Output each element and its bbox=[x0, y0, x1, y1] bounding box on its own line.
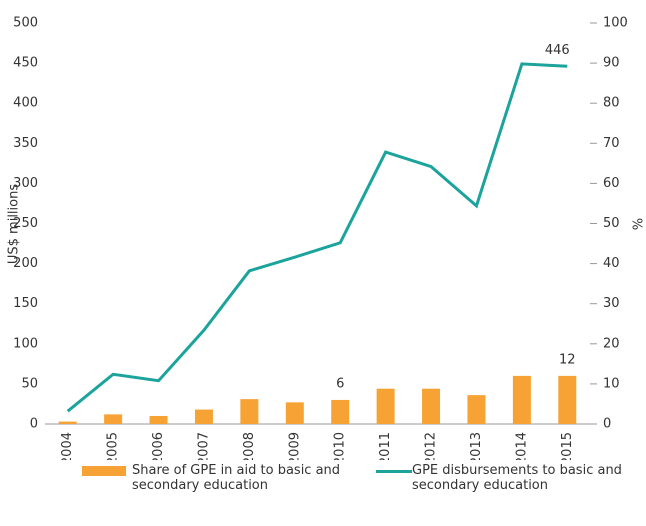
y-tick-label: 150 bbox=[13, 296, 38, 311]
y-tick-label: 100 bbox=[13, 336, 38, 351]
y-tick-label: 400 bbox=[13, 96, 38, 111]
y2-tick-label: 80 bbox=[603, 96, 620, 111]
bar bbox=[240, 399, 259, 424]
bar bbox=[58, 421, 77, 424]
y-tick-label: 0 bbox=[30, 417, 38, 432]
chart: US$ millions % 0501001502002503003504004… bbox=[7, 16, 644, 466]
y-tick-label: 300 bbox=[13, 176, 38, 191]
y-tick-label: 500 bbox=[13, 16, 38, 31]
y-tick-label: 350 bbox=[13, 136, 38, 151]
x-tick-label: 2006 bbox=[151, 432, 166, 460]
x-tick-label: 2012 bbox=[424, 432, 439, 460]
y2-tick-label: 100 bbox=[603, 16, 628, 31]
line-value-label: 446 bbox=[545, 43, 570, 58]
y2-tick-label: 50 bbox=[603, 216, 620, 231]
bar bbox=[149, 415, 168, 424]
legend-swatch bbox=[82, 466, 126, 476]
x-tick-label: 2009 bbox=[287, 432, 302, 460]
bar bbox=[104, 414, 123, 424]
y2-tick-label: 10 bbox=[603, 376, 620, 391]
y2-tick-label: 0 bbox=[603, 417, 611, 432]
bar-value-label: 12 bbox=[559, 352, 576, 367]
legend-swatch bbox=[376, 470, 412, 473]
y2-tick-label: 30 bbox=[603, 296, 620, 311]
bar bbox=[512, 375, 531, 424]
y2-tick-label: 90 bbox=[603, 56, 620, 71]
y-tick-label: 250 bbox=[13, 216, 38, 231]
x-tick-label: 2011 bbox=[378, 432, 393, 460]
bar bbox=[467, 395, 486, 424]
x-tick-label: 2013 bbox=[469, 432, 484, 460]
line bbox=[66, 62, 568, 413]
bar bbox=[331, 399, 350, 424]
bar bbox=[422, 388, 441, 424]
bar bbox=[558, 375, 577, 424]
legend-label: Share of GPE in aid to basic and seconda… bbox=[132, 463, 341, 493]
y-axis-title: US$ millions bbox=[7, 184, 22, 264]
y-tick-label: 450 bbox=[13, 56, 38, 71]
bar bbox=[376, 388, 395, 424]
x-tick-label: 2010 bbox=[333, 432, 348, 460]
bar bbox=[194, 409, 213, 424]
x-tick-label: 2007 bbox=[196, 432, 211, 460]
y-tick-label: 200 bbox=[13, 256, 38, 271]
x-tick-label: 2008 bbox=[242, 432, 257, 460]
x-tick-label: 2004 bbox=[60, 432, 75, 460]
y2-tick-label: 60 bbox=[603, 176, 620, 191]
legend-label: GPE disbursements to basic and secondary… bbox=[412, 463, 622, 493]
y-tick-label: 50 bbox=[21, 376, 38, 391]
y2-axis-title: % bbox=[629, 218, 644, 230]
x-tick-label: 2015 bbox=[560, 432, 575, 460]
y2-tick-label: 20 bbox=[603, 336, 620, 351]
x-tick-label: 2014 bbox=[514, 432, 529, 460]
y2-tick-label: 40 bbox=[603, 256, 620, 271]
y2-tick-label: 70 bbox=[603, 136, 620, 151]
x-tick-label: 2005 bbox=[106, 432, 121, 460]
bar-value-label: 6 bbox=[336, 376, 344, 391]
bar bbox=[285, 402, 304, 424]
